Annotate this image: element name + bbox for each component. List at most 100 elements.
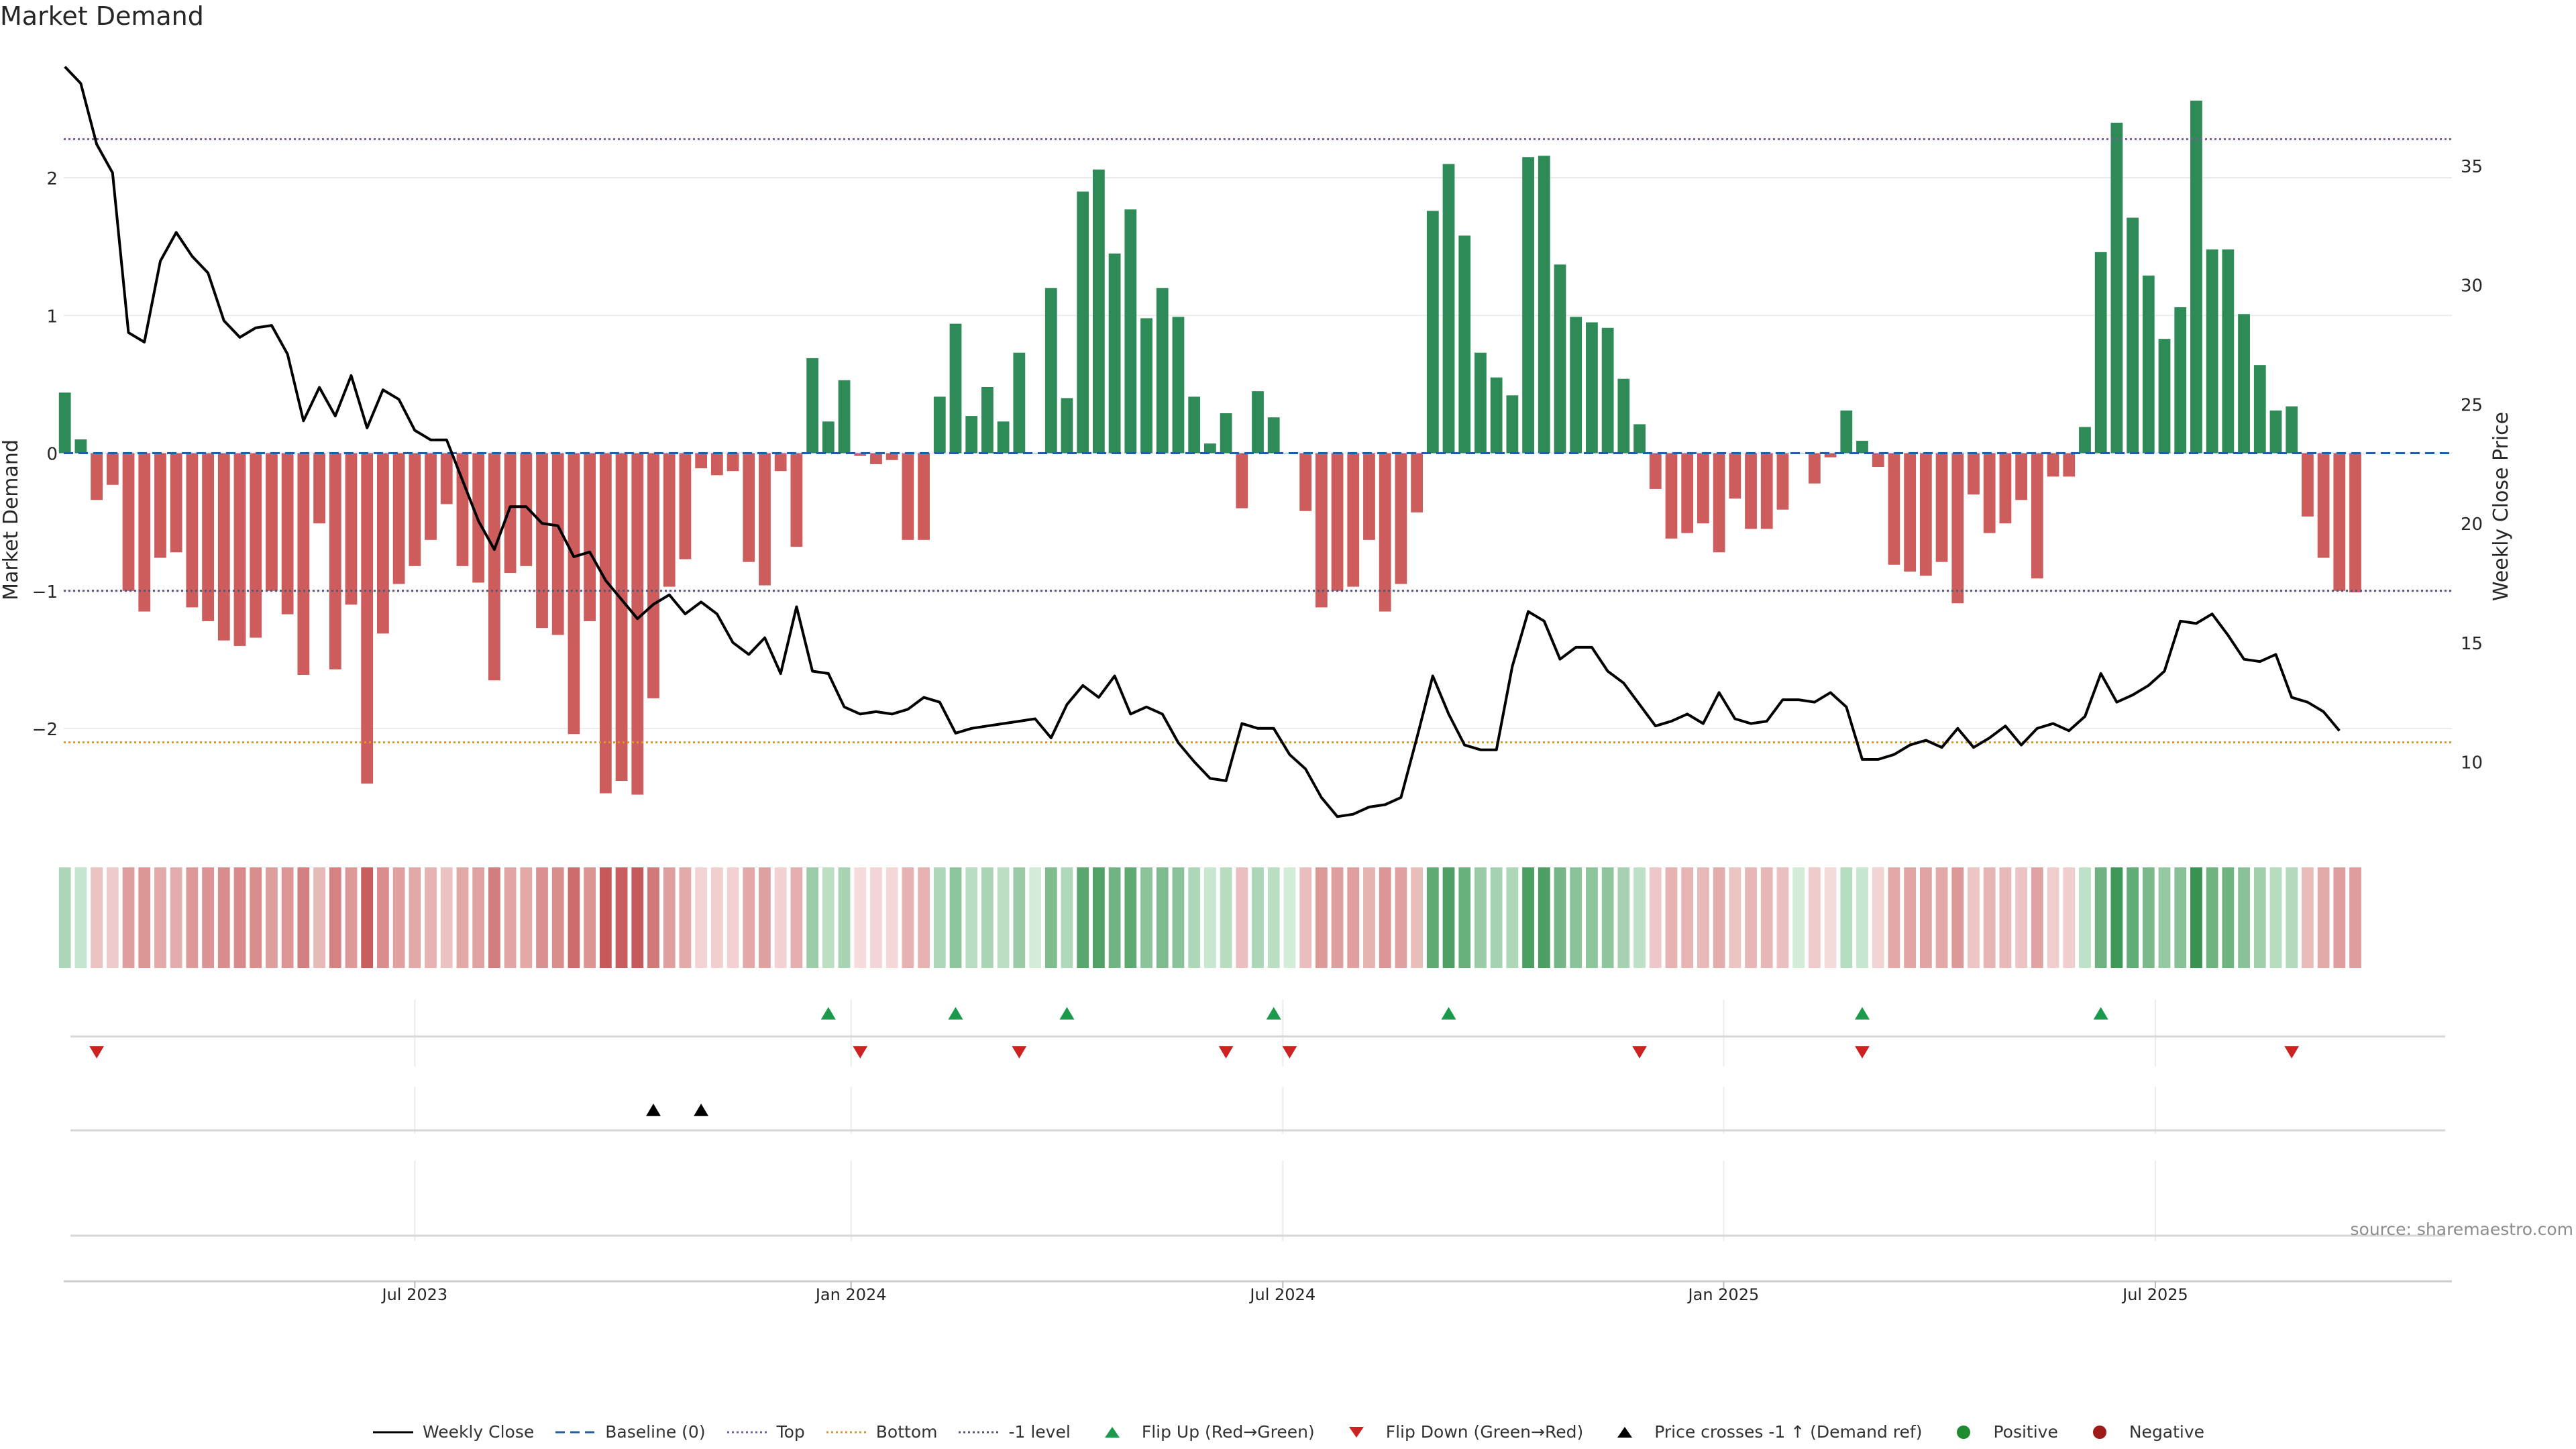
heat-cell — [885, 867, 898, 968]
demand-bar — [1331, 453, 1344, 591]
demand-bar — [631, 453, 644, 795]
heat-cell — [456, 867, 469, 968]
demand-bar — [1633, 424, 1646, 453]
legend-swatch — [1104, 1426, 1120, 1438]
heat-cell — [1649, 867, 1662, 968]
heat-cell — [1061, 867, 1073, 968]
demand-bar — [2206, 249, 2218, 453]
heat-cell — [2286, 867, 2298, 968]
heat-cell — [774, 867, 787, 968]
demand-bar — [1267, 417, 1280, 453]
heat-cell — [1968, 867, 1980, 968]
demand-bar — [1458, 235, 1471, 453]
heat-cell — [1888, 867, 1900, 968]
demand-bar — [1713, 453, 1725, 553]
legend-item: Flip Down (Green→Red) — [1335, 1422, 1583, 1442]
demand-bar — [1426, 211, 1439, 453]
demand-bar — [1156, 288, 1169, 453]
legend-item: Flip Up (Red→Green) — [1091, 1422, 1315, 1442]
demand-bar — [1824, 453, 1837, 458]
heat-cell — [409, 867, 421, 968]
legend-label: Price crosses -1 ↑ (Demand ref) — [1654, 1422, 1923, 1442]
heat-cell — [1442, 867, 1455, 968]
heat-cell — [1490, 867, 1503, 968]
demand-bar — [1347, 453, 1360, 587]
flip-down-marker — [89, 1046, 105, 1059]
demand-bar — [2190, 101, 2202, 453]
demand-bar — [2302, 453, 2314, 517]
heat-cell — [392, 867, 405, 968]
heat-cell — [1538, 867, 1550, 968]
heat-cell — [1506, 867, 1519, 968]
demand-bar — [1745, 453, 1757, 529]
heat-cell — [1745, 867, 1757, 968]
demand-bar — [2015, 453, 2028, 500]
heat-cell — [1379, 867, 1391, 968]
heat-cell — [1395, 867, 1407, 968]
legend-item: Top — [726, 1422, 805, 1442]
heat-cell — [1951, 867, 1964, 968]
demand-heat-strip — [58, 867, 2361, 968]
flip-down-marker — [1218, 1046, 1234, 1059]
heat-cell — [2238, 867, 2250, 968]
heat-cell — [1872, 867, 1884, 968]
heat-cell — [345, 867, 358, 968]
demand-bar — [965, 416, 978, 453]
heat-cell — [1633, 867, 1646, 968]
demand-bar — [1665, 453, 1678, 539]
heat-cell — [1299, 867, 1312, 968]
heat-cell — [1252, 867, 1264, 968]
flip-up-marker — [820, 1007, 836, 1020]
legend-label: Baseline (0) — [605, 1422, 706, 1442]
demand-bar — [1983, 453, 1996, 533]
heat-cell — [1824, 867, 1837, 968]
legend-item: Positive — [1942, 1422, 2058, 1442]
heat-cell — [74, 867, 87, 968]
demand-bar — [217, 453, 230, 641]
demand-bar — [679, 453, 692, 559]
demand-bar — [647, 453, 659, 698]
heat-cell — [1935, 867, 1948, 968]
heat-cell — [1013, 867, 1026, 968]
demand-bar — [1999, 453, 2012, 524]
source-credit: source: sharemaestro.com — [2350, 1220, 2574, 1239]
demand-bar — [2269, 410, 2282, 453]
heat-cell — [854, 867, 867, 968]
y-axis-label: Market Demand — [0, 439, 23, 600]
legend-item: Price crosses -1 ↑ (Demand ref) — [1603, 1422, 1922, 1442]
demand-bar — [997, 421, 1010, 453]
heat-cell — [615, 867, 628, 968]
demand-bar — [138, 453, 151, 612]
heat-cell — [202, 867, 214, 968]
demand-bar — [250, 453, 262, 638]
demand-bar — [377, 453, 389, 634]
heat-cell — [106, 867, 119, 968]
heat-cell — [1140, 867, 1152, 968]
demand-bar — [1776, 453, 1789, 510]
heat-cell — [186, 867, 199, 968]
legend-swatch — [1957, 1425, 1971, 1439]
demand-bar — [186, 453, 199, 608]
demand-bar — [933, 396, 946, 453]
heat-cell — [313, 867, 325, 968]
heat-cell — [2253, 867, 2266, 968]
demand-bar — [568, 453, 580, 735]
demand-bar — [774, 453, 787, 472]
heat-cell — [170, 867, 182, 968]
heat-cell — [1077, 867, 1089, 968]
demand-bar — [1140, 318, 1152, 453]
demand-bar — [2158, 339, 2171, 453]
demand-bar — [1299, 453, 1312, 511]
demand-bar — [885, 453, 898, 460]
heat-cell — [1203, 867, 1216, 968]
heat-cell — [2158, 867, 2171, 968]
demand-bar — [1395, 453, 1407, 584]
y2-tick-label: 35 — [2461, 157, 2483, 177]
demand-bar — [1760, 453, 1773, 529]
demand-bar — [854, 453, 867, 456]
heat-cell — [679, 867, 692, 968]
heat-cell — [1840, 867, 1853, 968]
demand-bar — [1888, 453, 1900, 565]
heat-cell — [1093, 867, 1105, 968]
y2-tick-label: 30 — [2461, 276, 2483, 297]
